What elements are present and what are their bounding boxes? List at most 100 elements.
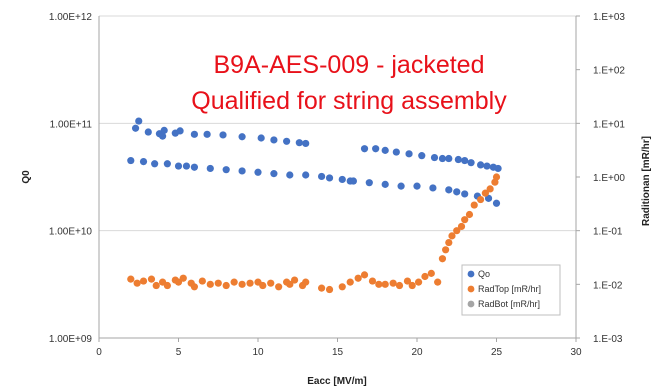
y2-tick-label: 1.E+00 bbox=[593, 173, 625, 184]
data-point-series-2 bbox=[360, 271, 369, 279]
data-point-series-2 bbox=[465, 210, 474, 219]
data-point-series-2 bbox=[470, 201, 478, 209]
data-point-series-2 bbox=[214, 279, 222, 287]
y-axis-title: Q0 bbox=[21, 170, 32, 184]
data-point-series-2 bbox=[438, 255, 447, 263]
data-point-series-1 bbox=[484, 194, 493, 202]
data-point-series-1 bbox=[219, 131, 227, 139]
data-point-series-1 bbox=[483, 162, 491, 170]
data-point-series-1 bbox=[238, 133, 246, 141]
y-tick-label: 1.00E+09 bbox=[49, 334, 93, 345]
y2-axis-title: Raditionan [mR/hr] bbox=[641, 136, 652, 226]
data-point-series-1 bbox=[397, 182, 405, 190]
data-point-series-1 bbox=[445, 186, 453, 194]
data-point-series-1 bbox=[286, 171, 294, 179]
data-point-series-2 bbox=[354, 274, 362, 282]
data-point-series-2 bbox=[290, 276, 299, 284]
data-point-series-2 bbox=[139, 277, 148, 285]
legend-label: RadTop [mR/hr] bbox=[478, 284, 541, 294]
data-point-series-2 bbox=[346, 278, 354, 286]
data-point-series-1 bbox=[139, 158, 148, 166]
data-points bbox=[127, 117, 502, 294]
data-point-series-1 bbox=[360, 145, 369, 153]
legend-label: Qo bbox=[478, 269, 490, 279]
data-point-series-2 bbox=[395, 281, 404, 290]
y2-tick-label: 1.E+03 bbox=[593, 12, 625, 23]
data-point-series-2 bbox=[267, 279, 275, 287]
y-tick-label: 1.00E+10 bbox=[49, 227, 93, 238]
data-point-series-2 bbox=[381, 280, 389, 288]
data-point-series-1 bbox=[381, 180, 389, 188]
data-point-series-1 bbox=[159, 132, 167, 140]
data-point-series-1 bbox=[477, 161, 485, 169]
data-point-series-1 bbox=[338, 175, 346, 184]
data-point-series-2 bbox=[222, 281, 230, 290]
data-point-series-1 bbox=[467, 159, 475, 167]
y2-tick-label: 1.E+01 bbox=[593, 119, 625, 130]
data-point-series-1 bbox=[453, 188, 461, 196]
data-point-series-2 bbox=[421, 272, 429, 281]
data-point-series-2 bbox=[246, 279, 254, 287]
data-point-series-1 bbox=[127, 156, 135, 165]
data-point-series-2 bbox=[179, 274, 187, 282]
data-point-series-1 bbox=[163, 160, 171, 168]
data-point-series-1 bbox=[270, 136, 278, 144]
data-point-series-1 bbox=[270, 170, 278, 178]
y-tick-label: 1.00E+12 bbox=[49, 12, 93, 23]
data-point-series-2 bbox=[389, 279, 397, 287]
data-point-series-1 bbox=[372, 145, 380, 153]
data-point-series-2 bbox=[375, 280, 383, 288]
data-point-series-2 bbox=[492, 173, 501, 181]
data-point-series-1 bbox=[302, 139, 310, 148]
data-point-series-2 bbox=[325, 285, 334, 294]
y2-tick-label: 1.E-01 bbox=[593, 227, 623, 238]
data-point-series-1 bbox=[302, 171, 310, 179]
data-point-series-2 bbox=[368, 277, 377, 285]
data-point-series-1 bbox=[190, 163, 198, 171]
data-point-series-1 bbox=[131, 124, 140, 132]
grid-lines bbox=[99, 15, 576, 232]
data-point-series-1 bbox=[494, 164, 502, 173]
tick-labels: 0 5 10 15 20 25 30 1.00E+09 1.00E+10 1.00E+11 1.00… bbox=[49, 12, 626, 358]
legend-label: RadBot [mR/hr] bbox=[478, 299, 540, 309]
data-point-series-1 bbox=[238, 167, 246, 175]
x-tick-label: 15 bbox=[332, 347, 344, 358]
legend-marker bbox=[467, 300, 475, 308]
data-point-series-1 bbox=[429, 184, 437, 192]
y-tick-label: 1.00E+11 bbox=[50, 119, 93, 130]
data-point-series-1 bbox=[295, 139, 303, 147]
x-tick-label: 10 bbox=[252, 347, 264, 358]
axes bbox=[98, 15, 580, 342]
data-point-series-2 bbox=[152, 281, 160, 290]
data-point-series-1 bbox=[135, 117, 143, 125]
data-point-series-1 bbox=[392, 148, 400, 156]
data-point-series-2 bbox=[457, 222, 466, 231]
data-point-series-1 bbox=[445, 154, 453, 163]
data-point-series-1 bbox=[461, 156, 469, 165]
chart-title-line-2: Qualified for string assembly bbox=[191, 87, 507, 115]
data-point-series-1 bbox=[174, 162, 183, 170]
data-point-series-1 bbox=[190, 130, 198, 138]
data-point-series-2 bbox=[275, 283, 283, 291]
data-point-series-1 bbox=[254, 168, 262, 176]
data-point-series-1 bbox=[349, 177, 357, 185]
data-point-series-2 bbox=[318, 284, 326, 292]
data-point-series-2 bbox=[198, 277, 206, 285]
data-point-series-1 bbox=[176, 127, 184, 135]
data-point-series-2 bbox=[238, 280, 246, 288]
data-point-series-2 bbox=[302, 278, 310, 286]
data-point-series-2 bbox=[206, 280, 214, 288]
data-point-series-2 bbox=[174, 278, 183, 286]
y2-tick-label: 1.E+02 bbox=[593, 66, 625, 77]
data-point-series-2 bbox=[434, 278, 442, 286]
data-point-series-1 bbox=[182, 162, 191, 170]
x-tick-label: 30 bbox=[570, 347, 582, 358]
data-point-series-2 bbox=[486, 185, 494, 193]
chart-title-line-1: B9A-AES-009 - jacketed bbox=[214, 51, 485, 79]
x-tick-label: 20 bbox=[411, 347, 423, 358]
x-tick-label: 25 bbox=[491, 347, 503, 358]
data-point-series-2 bbox=[133, 279, 141, 287]
data-point-series-2 bbox=[230, 278, 238, 286]
data-point-series-2 bbox=[414, 278, 423, 286]
